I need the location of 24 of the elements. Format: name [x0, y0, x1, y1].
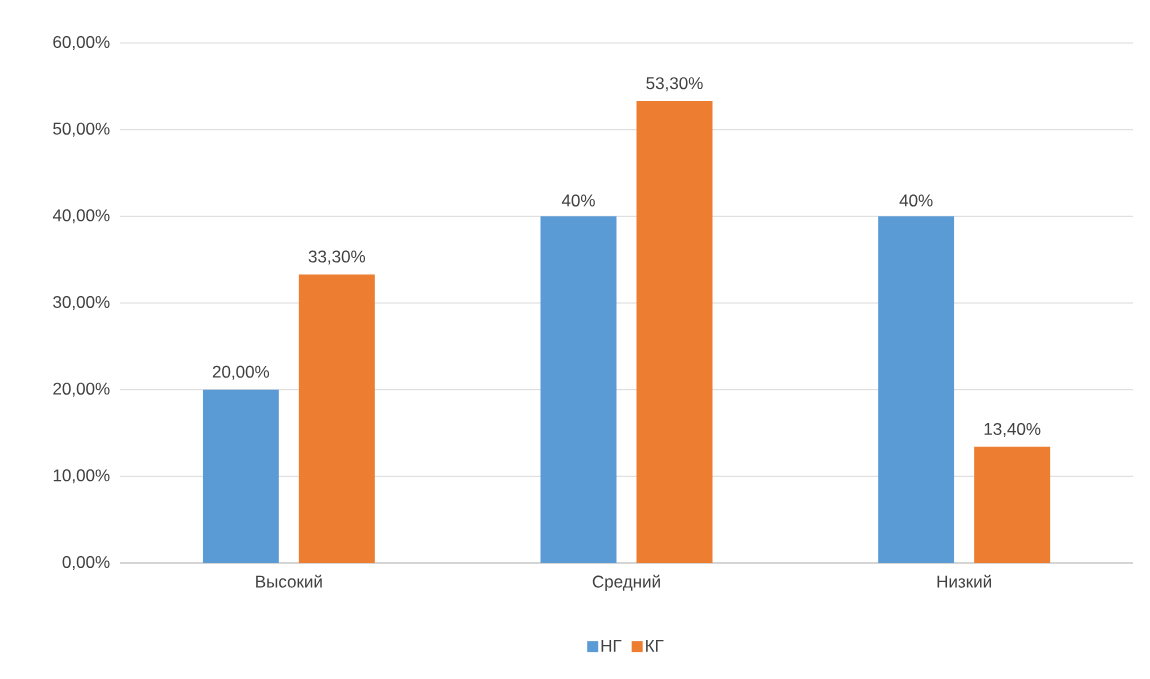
legend-label: НГ	[601, 639, 622, 652]
y-tick-label: 60,00%	[53, 35, 110, 51]
bar	[540, 216, 617, 563]
data-label: 13,40%	[984, 422, 1041, 437]
x-tick-label: Средний	[592, 574, 660, 591]
x-tick-label: Низкий	[937, 574, 991, 588]
bar	[636, 101, 713, 563]
data-label: 40%	[899, 194, 933, 207]
data-label: 53,30%	[646, 77, 703, 92]
y-tick-label: 20,00%	[53, 382, 110, 397]
y-tick-label: 10,00%	[53, 469, 110, 484]
data-label: 33,30%	[308, 250, 366, 265]
bar	[974, 446, 1051, 563]
bar	[202, 389, 279, 563]
legend-label: КГ	[646, 639, 664, 652]
y-tick-label: 40,00%	[52, 209, 110, 224]
data-label: 20,00%	[212, 365, 270, 380]
bar	[298, 274, 375, 563]
y-tick-label: 30,00%	[53, 295, 110, 311]
y-tick-label: 0,00%	[62, 555, 110, 571]
bar	[878, 216, 955, 563]
y-tick-label: 50,00%	[53, 122, 110, 137]
x-tick-label: Высокий	[256, 574, 322, 588]
data-label: 40%	[561, 194, 595, 207]
